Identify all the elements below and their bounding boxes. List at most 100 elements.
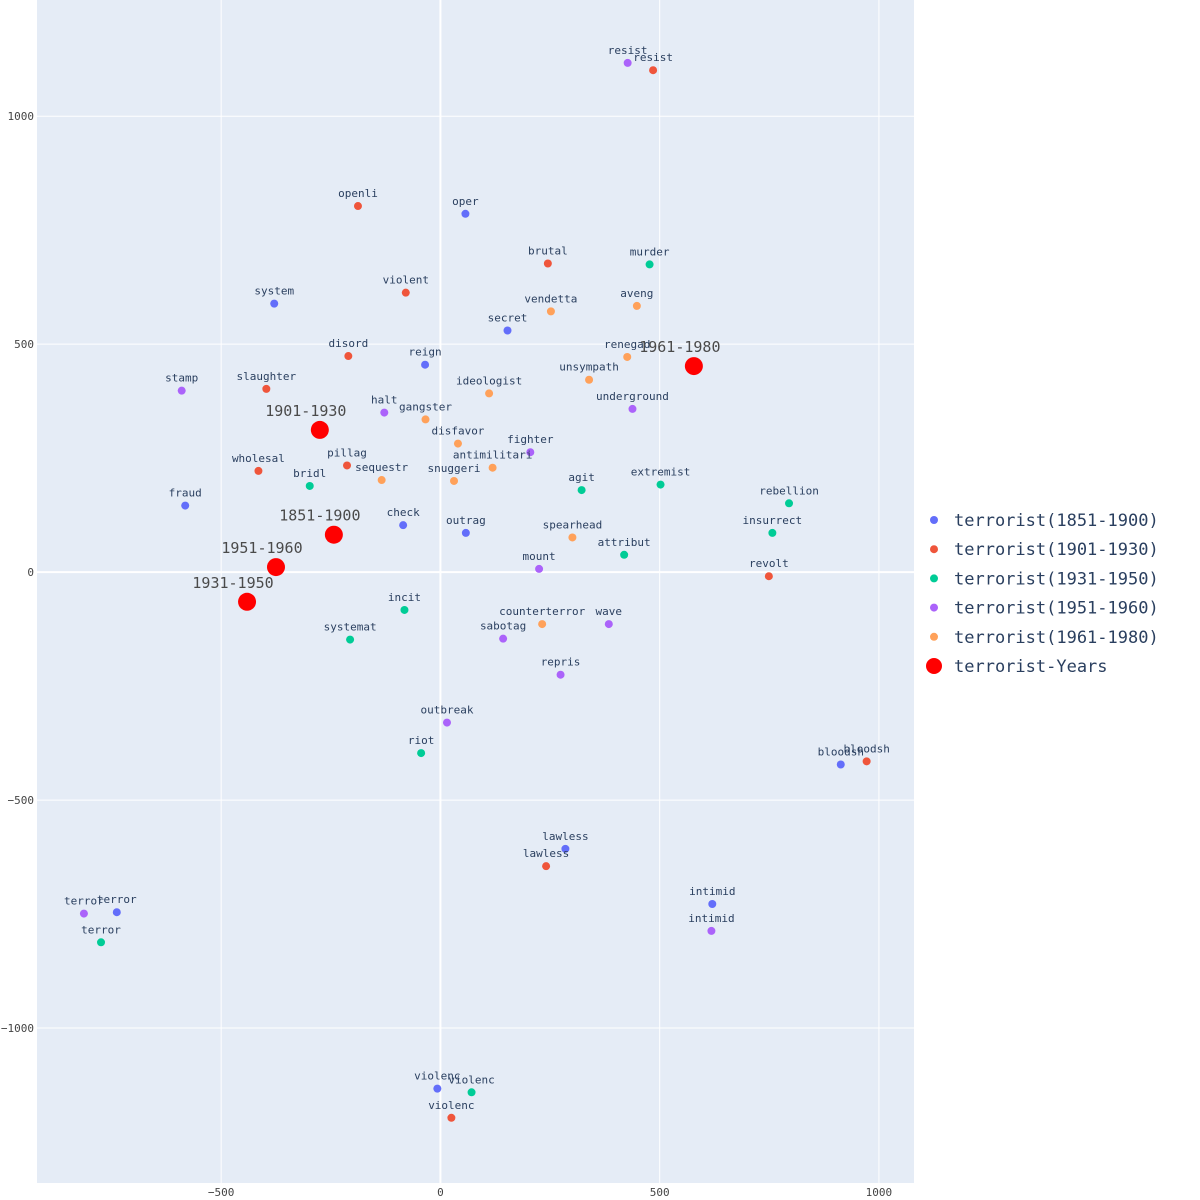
data-point[interactable]	[707, 926, 716, 935]
data-point[interactable]	[417, 749, 426, 758]
year-marker[interactable]	[238, 592, 257, 611]
y-tick-label: 500	[14, 338, 34, 351]
data-point[interactable]	[543, 259, 552, 268]
legend-marker[interactable]	[930, 516, 938, 524]
data-point[interactable]	[656, 480, 665, 489]
data-point[interactable]	[305, 481, 314, 490]
data-point[interactable]	[442, 718, 451, 727]
data-point[interactable]	[623, 352, 632, 361]
data-point[interactable]	[862, 757, 871, 766]
data-point[interactable]	[380, 408, 389, 417]
data-point[interactable]	[467, 1088, 476, 1097]
data-point[interactable]	[526, 448, 535, 457]
point-label: halt	[371, 394, 398, 407]
legend-label[interactable]: terrorist(1901-1930)	[954, 540, 1159, 560]
data-point[interactable]	[604, 620, 613, 629]
data-point[interactable]	[344, 352, 353, 361]
data-point[interactable]	[620, 550, 629, 559]
legend-label[interactable]: terrorist(1961-1980)	[954, 628, 1159, 648]
data-point[interactable]	[177, 386, 186, 395]
data-point[interactable]	[632, 301, 641, 310]
point-label: bloodsh	[818, 746, 864, 759]
data-point[interactable]	[768, 528, 777, 537]
data-point[interactable]	[561, 844, 570, 853]
data-point[interactable]	[764, 572, 773, 581]
data-point[interactable]	[453, 439, 462, 448]
data-point[interactable]	[112, 908, 121, 917]
legend-marker[interactable]	[930, 545, 938, 554]
legend-label[interactable]: terrorist-Years	[954, 657, 1108, 677]
data-point[interactable]	[433, 1084, 442, 1093]
data-point[interactable]	[343, 461, 352, 470]
point-label: sequestr	[355, 461, 408, 474]
point-label: brutal	[528, 244, 568, 257]
data-point[interactable]	[401, 288, 410, 297]
data-point[interactable]	[262, 384, 271, 393]
point-label: disord	[328, 337, 368, 350]
data-point[interactable]	[708, 900, 717, 909]
year-marker[interactable]	[324, 525, 343, 544]
data-point[interactable]	[450, 476, 459, 485]
point-label: attribut	[598, 536, 651, 549]
axis-ticks: −500 0 500 1000 −1000 −500 0 500 1000	[1, 110, 892, 1199]
legend-marker[interactable]	[930, 632, 938, 641]
data-point[interactable]	[421, 360, 430, 369]
point-label: resist	[608, 44, 648, 57]
data-point[interactable]	[353, 202, 362, 211]
point-label: pillag	[327, 446, 367, 459]
point-label: vendetta	[524, 292, 577, 305]
data-point[interactable]	[421, 415, 430, 424]
legend[interactable]: terrorist(1851-1900) terrorist(1901-1930)…	[926, 511, 1159, 677]
point-label: system	[254, 285, 294, 298]
data-point[interactable]	[270, 299, 279, 308]
data-point[interactable]	[628, 404, 637, 413]
data-point[interactable]	[485, 389, 494, 398]
data-point[interactable]	[542, 862, 551, 871]
year-marker[interactable]	[310, 420, 329, 439]
legend-marker[interactable]	[926, 658, 942, 674]
legend-label[interactable]: terrorist(1951-1960)	[954, 599, 1159, 619]
year-marker[interactable]	[266, 558, 285, 577]
legend-label[interactable]: terrorist(1851-1900)	[954, 511, 1159, 531]
data-point[interactable]	[377, 476, 386, 485]
point-label: fraud	[169, 487, 202, 500]
point-label: resist	[633, 51, 673, 64]
point-label: violent	[383, 274, 429, 287]
data-point[interactable]	[488, 463, 497, 472]
data-point[interactable]	[836, 760, 845, 769]
data-point[interactable]	[447, 1113, 456, 1122]
point-label: sabotag	[480, 620, 526, 633]
data-point[interactable]	[649, 66, 658, 75]
data-point[interactable]	[538, 620, 547, 629]
data-point[interactable]	[346, 635, 355, 644]
point-label: bloodsh	[843, 742, 889, 755]
data-point[interactable]	[254, 466, 263, 475]
y-tick-label: −500	[8, 794, 35, 807]
data-point[interactable]	[499, 634, 508, 643]
data-point[interactable]	[645, 260, 654, 269]
data-point[interactable]	[97, 938, 106, 947]
data-point[interactable]	[79, 909, 88, 918]
data-point[interactable]	[400, 605, 409, 614]
data-point[interactable]	[503, 326, 512, 335]
legend-marker[interactable]	[930, 603, 938, 612]
data-point[interactable]	[546, 307, 555, 316]
year-marker[interactable]	[684, 357, 703, 376]
legend-marker[interactable]	[930, 574, 938, 583]
point-label: oper	[452, 195, 479, 208]
point-label: rebellion	[759, 484, 819, 497]
data-point[interactable]	[577, 486, 586, 495]
data-point[interactable]	[568, 533, 577, 542]
legend-label[interactable]: terrorist(1931-1950)	[954, 569, 1159, 589]
data-point[interactable]	[461, 209, 470, 218]
data-point[interactable]	[399, 521, 408, 530]
data-point[interactable]	[785, 499, 794, 508]
data-point[interactable]	[623, 58, 632, 67]
data-point[interactable]	[181, 501, 190, 510]
year-label: 1961-1980	[639, 338, 720, 356]
point-label: disfavor	[431, 425, 484, 438]
data-point[interactable]	[535, 564, 544, 573]
data-point[interactable]	[585, 375, 594, 384]
data-point[interactable]	[461, 528, 470, 537]
data-point[interactable]	[556, 670, 565, 679]
